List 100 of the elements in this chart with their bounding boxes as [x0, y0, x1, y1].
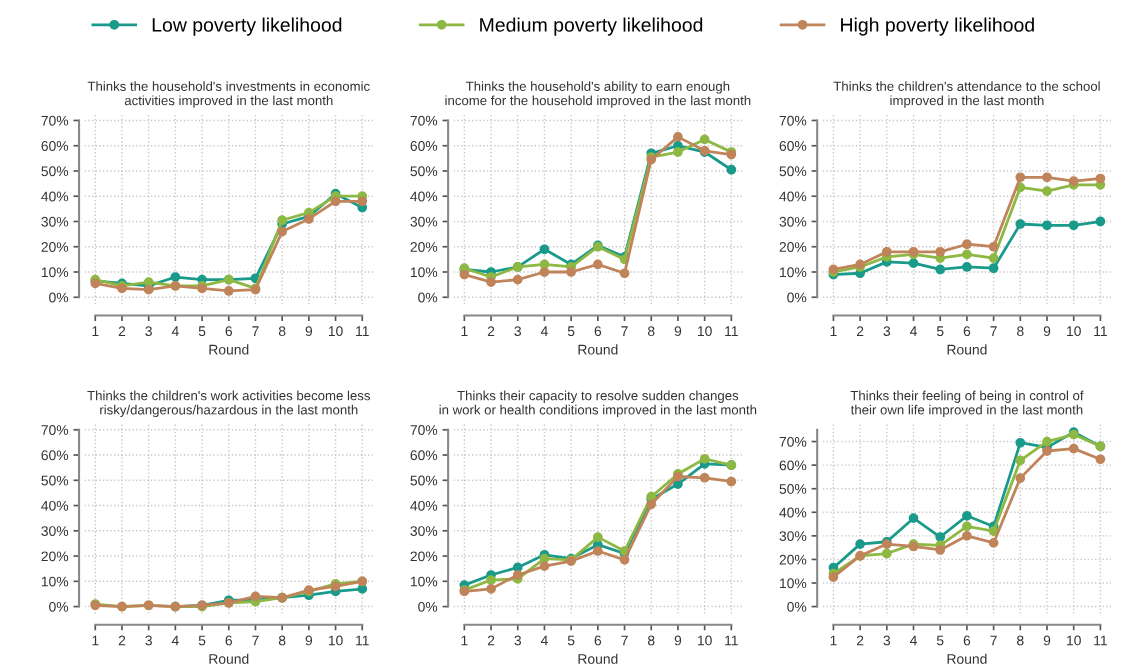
- y-tick-label: 0%: [787, 601, 807, 612]
- y-tick-label: 20%: [41, 551, 69, 562]
- x-tick-label: 11: [356, 326, 369, 336]
- x-tick-label: 7: [252, 635, 259, 646]
- x-tick-label: 8: [278, 635, 286, 646]
- x-tick-label: 6: [963, 635, 971, 646]
- y-tick-label: 50%: [410, 475, 438, 486]
- x-axis-title: Round: [578, 653, 618, 664]
- y-tick-label: 0%: [787, 292, 807, 303]
- x-tick-label: 2: [487, 635, 495, 646]
- chart-title: Thinks the children's attendance to the school improved in the last month: [833, 81, 1100, 108]
- x-tick-label: 1: [830, 635, 837, 646]
- x-tick-label: 6: [594, 326, 602, 337]
- y-tick-label: 30%: [41, 526, 69, 536]
- y-tick-label: 30%: [410, 526, 438, 536]
- x-tick-label: 4: [540, 635, 548, 646]
- y-tick-label: 0%: [49, 292, 69, 303]
- y-tick-label: 60%: [779, 460, 807, 471]
- y-tick-label: 70%: [41, 425, 69, 435]
- y-tick-label: 0%: [418, 292, 438, 303]
- y-tick-label: 20%: [41, 242, 69, 252]
- y-tick-label: 50%: [779, 484, 807, 494]
- x-axis-title: Round: [578, 344, 618, 355]
- x-tick-label: 9: [305, 635, 313, 646]
- x-tick-label: 11: [725, 326, 738, 336]
- y-tick-label: 70%: [410, 115, 438, 126]
- y-tick-label: 10%: [780, 267, 807, 278]
- y-tick-label: 40%: [410, 500, 438, 511]
- x-tick-label: 10: [1067, 326, 1081, 337]
- x-tick-label: 10: [1067, 635, 1081, 646]
- y-tick-label: 30%: [410, 216, 438, 227]
- x-tick-label: 5: [567, 635, 575, 646]
- chart-title: Thinks the household's investments in economic activities improved in the last month: [87, 81, 370, 108]
- y-tick-label: 70%: [41, 115, 69, 126]
- y-tick-label: 50%: [41, 475, 69, 486]
- chart-title: Thinks the children's work activities become less risky/dangerous/hazardous in the last month: [87, 390, 370, 418]
- x-tick-label: 2: [118, 635, 126, 646]
- x-tick-label: 10: [328, 326, 343, 337]
- x-tick-label: 9: [305, 326, 313, 337]
- y-tick-label: 70%: [410, 425, 438, 435]
- x-tick-label: 4: [909, 326, 917, 336]
- x-tick-label: 4: [540, 326, 548, 336]
- y-tick-label: 20%: [779, 242, 807, 252]
- x-tick-label: 7: [621, 635, 628, 646]
- x-tick-label: 4: [909, 635, 917, 646]
- x-axis-title: Round: [947, 344, 987, 355]
- y-tick-label: 10%: [780, 578, 807, 589]
- y-tick-label: 40%: [779, 191, 807, 202]
- x-tick-label: 1: [92, 635, 99, 646]
- x-tick-label: 6: [225, 326, 233, 337]
- x-tick-label: 10: [697, 635, 712, 646]
- y-tick-label: 60%: [41, 141, 69, 151]
- x-tick-label: 3: [883, 635, 891, 646]
- x-tick-label: 2: [487, 326, 495, 336]
- x-tick-label: 3: [514, 635, 521, 646]
- x-axis-title: Round: [947, 653, 987, 664]
- x-tick-label: 7: [990, 326, 997, 336]
- y-tick-label: 60%: [779, 141, 807, 151]
- y-tick-label: 50%: [41, 166, 69, 177]
- x-tick-label: 5: [198, 635, 206, 646]
- y-tick-label: 0%: [49, 601, 69, 612]
- y-tick-label: 70%: [779, 436, 807, 447]
- x-tick-label: 8: [278, 326, 286, 337]
- x-tick-label: 8: [1017, 326, 1024, 337]
- x-tick-label: 9: [674, 326, 682, 337]
- x-tick-label: 11: [356, 635, 369, 646]
- x-tick-label: 9: [1043, 326, 1051, 337]
- x-tick-label: 1: [461, 326, 468, 336]
- y-tick-label: 10%: [410, 267, 438, 278]
- x-axis-title: Round: [209, 344, 249, 355]
- x-tick-label: 11: [1094, 326, 1107, 336]
- x-tick-label: 11: [725, 635, 738, 646]
- y-tick-label: 60%: [410, 141, 438, 151]
- x-tick-label: 7: [621, 326, 628, 336]
- x-tick-label: 3: [514, 326, 521, 337]
- y-tick-label: 20%: [410, 242, 438, 252]
- y-tick-label: 40%: [41, 191, 69, 202]
- y-tick-label: 20%: [779, 554, 807, 565]
- chart-title: Thinks their capacity to resolve sudden changes in work or health conditions improved in the last month: [439, 390, 757, 418]
- x-tick-label: 1: [92, 326, 99, 336]
- y-tick-label: 30%: [779, 216, 807, 227]
- x-tick-label: 3: [145, 635, 152, 646]
- x-tick-label: 6: [225, 635, 233, 646]
- x-tick-label: 9: [674, 635, 682, 646]
- x-tick-label: 6: [963, 326, 971, 337]
- x-tick-label: 2: [118, 326, 126, 336]
- x-tick-label: 7: [252, 326, 259, 336]
- y-tick-label: 10%: [41, 267, 69, 278]
- y-tick-label: 40%: [41, 500, 69, 511]
- y-tick-label: 30%: [41, 216, 69, 227]
- x-tick-label: 1: [830, 326, 837, 336]
- y-tick-label: 40%: [779, 507, 807, 518]
- x-tick-label: 5: [936, 326, 944, 337]
- y-tick-label: 50%: [410, 166, 438, 177]
- chart-title: Thinks the household's ability to earn enough income for the household improved in the last month: [445, 81, 751, 108]
- legend-label: Medium poverty likelihood: [480, 17, 703, 36]
- y-tick-label: 40%: [410, 191, 438, 202]
- x-tick-label: 11: [1094, 635, 1107, 646]
- y-tick-label: 50%: [779, 166, 807, 177]
- y-tick-label: 10%: [410, 576, 438, 587]
